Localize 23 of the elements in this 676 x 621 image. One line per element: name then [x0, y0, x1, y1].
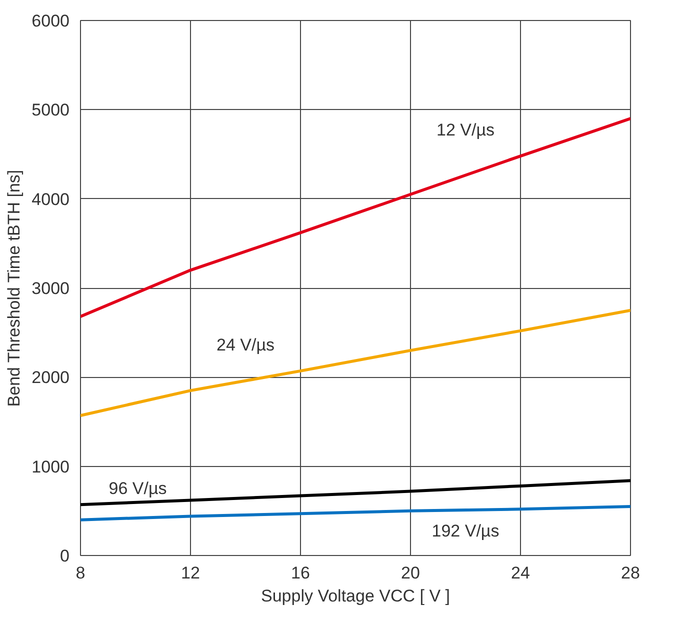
- series-label: 192 V/µs: [432, 522, 500, 541]
- y-axis-title: Bend Threshold Time tBTH [ns]: [4, 170, 24, 407]
- x-tick-label: 24: [511, 564, 530, 582]
- x-tick-label: 12: [181, 564, 200, 582]
- y-tick-label: 2000: [32, 368, 70, 388]
- series-label: 12 V/µs: [436, 120, 495, 140]
- x-tick-label: 28: [621, 564, 640, 582]
- y-tick-label: 4000: [32, 190, 70, 209]
- y-tick-label: 3000: [32, 279, 70, 298]
- y-tick-label: 0: [60, 546, 70, 566]
- x-axis-title: Supply Voltage VCC [ V ]: [261, 586, 450, 606]
- line-series: [80, 504, 630, 522]
- series-label: 96 V/µs: [108, 479, 167, 498]
- line-series: [80, 479, 630, 506]
- line-series: [80, 308, 630, 418]
- x-tick-label: 16: [291, 564, 310, 582]
- line-series: [80, 117, 630, 318]
- y-tick-label: 6000: [32, 12, 70, 30]
- y-tick-label: 5000: [32, 100, 70, 120]
- y-tick-label: 1000: [32, 457, 70, 476]
- series-label: 24 V/µs: [216, 335, 275, 354]
- x-tick-label: 8: [76, 564, 86, 582]
- x-tick-label: 20: [401, 564, 420, 582]
